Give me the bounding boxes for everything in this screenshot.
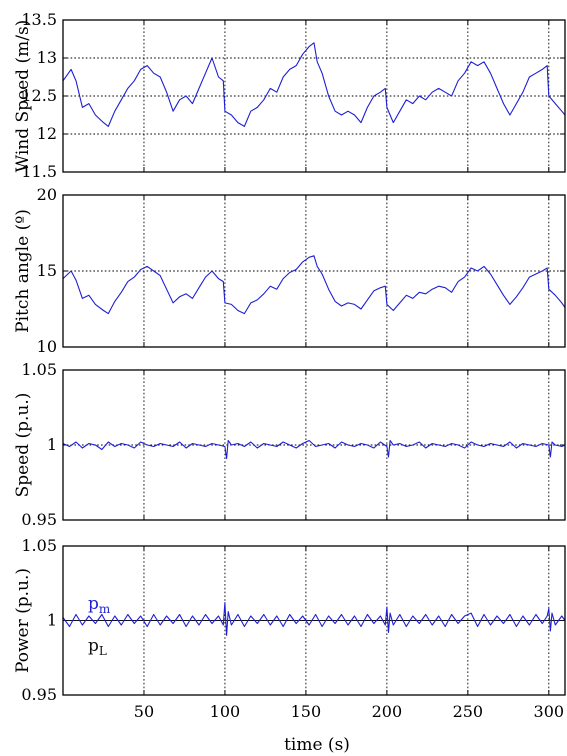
plot-frame bbox=[62, 369, 566, 521]
series-line-1 bbox=[62, 42, 566, 127]
series-line-1 bbox=[62, 439, 566, 460]
y-tick-label: 1 bbox=[47, 435, 57, 454]
y-tick-label: 20 bbox=[37, 185, 57, 204]
y-tick-label: 12.5 bbox=[21, 86, 57, 105]
y-tick-label: 11.5 bbox=[21, 162, 57, 181]
x-tick-label: 150 bbox=[291, 702, 322, 721]
x-tick-label: 50 bbox=[134, 702, 154, 721]
x-tick-label: 200 bbox=[372, 702, 403, 721]
y-tick-label: 12 bbox=[37, 124, 57, 143]
x-tick-label: 300 bbox=[534, 702, 565, 721]
y-axis-label: Wind Speed (m/s) bbox=[13, 20, 33, 173]
y-tick-label: 0.95 bbox=[21, 510, 57, 529]
y-tick-label: 1.05 bbox=[21, 536, 57, 555]
x-tick-label: 100 bbox=[210, 702, 241, 721]
plot-frame bbox=[62, 19, 566, 173]
x-axis-label: time (s) bbox=[284, 735, 350, 755]
y-tick-label: 0.95 bbox=[21, 685, 57, 704]
panel-3: 0.95 1 1.05 Speed (p.u.) bbox=[13, 360, 566, 529]
legend-entry-1: pm bbox=[88, 594, 111, 616]
y-tick-label: 13 bbox=[37, 48, 57, 67]
series-line-2 bbox=[62, 602, 566, 636]
y-axis-label: Power (p.u.) bbox=[13, 568, 33, 673]
plot-frame bbox=[62, 545, 566, 696]
y-tick-label: 10 bbox=[37, 337, 57, 356]
y-tick-label: 13.5 bbox=[21, 10, 57, 29]
y-tick-label: 15 bbox=[37, 261, 57, 280]
y-tick-label: 1 bbox=[47, 611, 57, 630]
series-line-1 bbox=[62, 255, 566, 315]
x-tick-label: 250 bbox=[453, 702, 484, 721]
y-axis-label: Speed (p.u.) bbox=[13, 393, 33, 498]
plot-frame bbox=[62, 194, 566, 348]
y-tick-label: 1.05 bbox=[21, 360, 57, 379]
legend-entry-2: pL bbox=[88, 636, 107, 658]
panel-4: 50 100 150 200 250 300 0.95 1 1.05 Power (p.u.) pm… bbox=[13, 536, 566, 721]
y-axis-label: Pitch angle (º) bbox=[13, 209, 33, 333]
